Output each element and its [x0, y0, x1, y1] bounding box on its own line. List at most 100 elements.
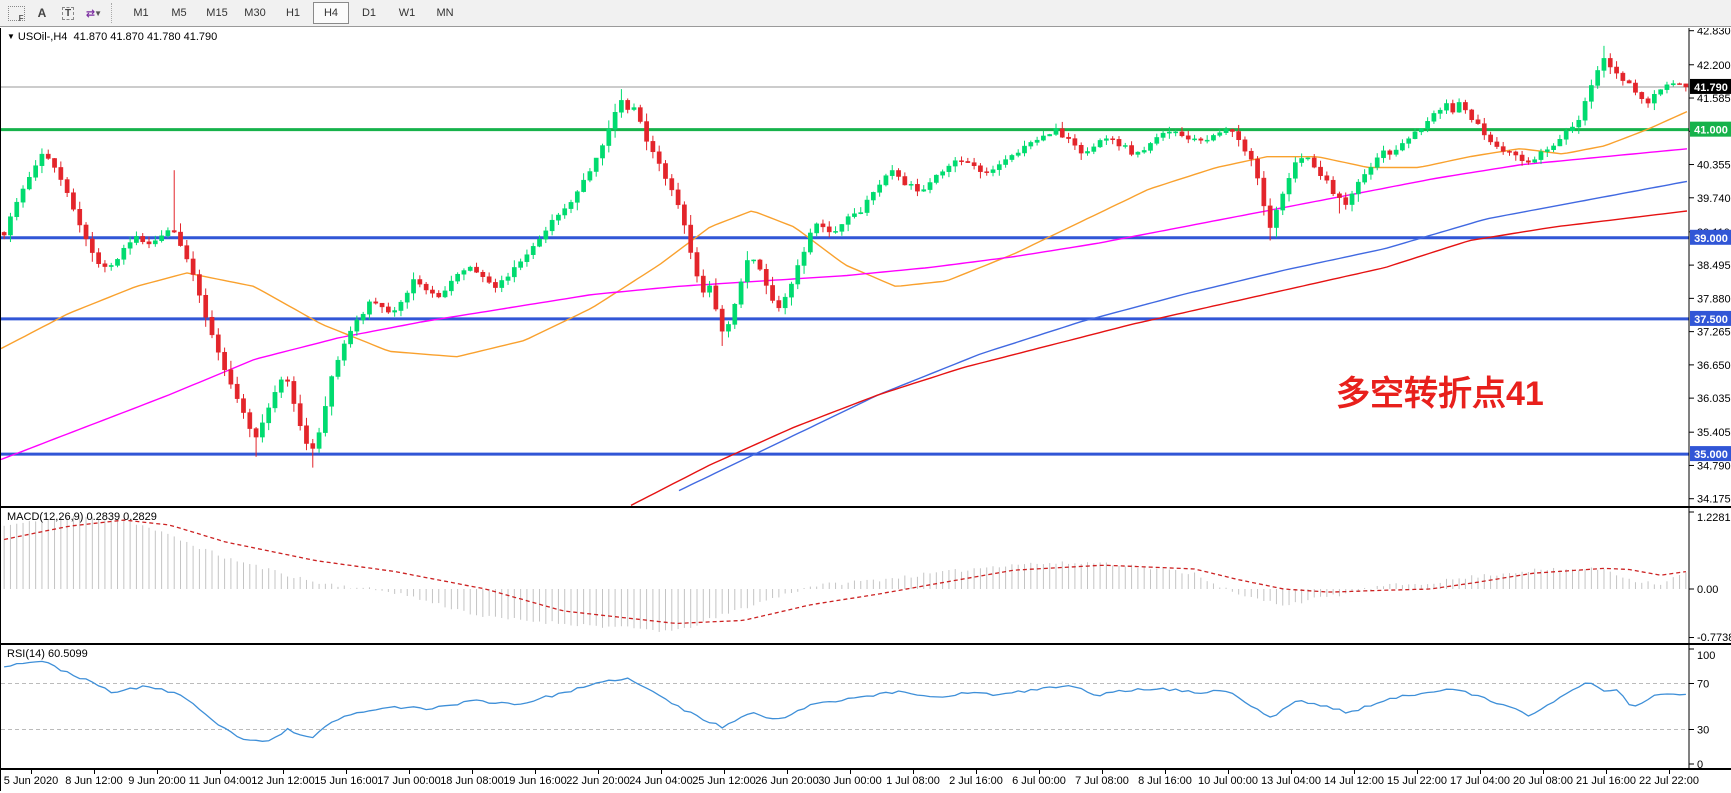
toolbar-separator — [111, 3, 118, 23]
time-tick — [157, 770, 158, 774]
svg-text:0: 0 — [1697, 759, 1703, 768]
time-label: 13 Jul 04:00 — [1261, 775, 1321, 787]
rsi-plot[interactable]: 100 70 30 0 — [1, 645, 1731, 768]
tf-button-H4[interactable]: H4 — [313, 2, 349, 24]
chart-annotation-text[interactable]: 多空转折点41 — [1336, 375, 1544, 413]
svg-text:37.500: 37.500 — [1694, 314, 1728, 326]
time-label: 11 Jun 04:00 — [188, 775, 252, 787]
time-tick — [472, 770, 473, 774]
svg-text:34.175: 34.175 — [1697, 494, 1731, 506]
svg-text:39.000: 39.000 — [1694, 233, 1728, 245]
svg-text:35.405: 35.405 — [1697, 427, 1731, 439]
time-label: 19 Jun 16:00 — [503, 775, 567, 787]
svg-text:37.880: 37.880 — [1697, 293, 1731, 305]
time-label: 9 Jun 20:00 — [128, 775, 186, 787]
arrow-style-icon[interactable]: ⇄ ▼ — [85, 7, 103, 20]
time-tick — [346, 770, 347, 774]
tf-button-W1[interactable]: W1 — [398, 7, 416, 19]
svg-text:41.585: 41.585 — [1697, 93, 1731, 105]
symbol-collapse-icon[interactable]: ▼ — [7, 32, 15, 41]
time-tick — [31, 770, 32, 774]
time-label: 22 Jun 20:00 — [566, 775, 630, 787]
svg-text:40.355: 40.355 — [1697, 160, 1731, 172]
svg-text:37.265: 37.265 — [1697, 327, 1731, 339]
svg-text:41.000: 41.000 — [1694, 125, 1728, 137]
time-tick — [1354, 770, 1355, 774]
text-label-icon[interactable]: T — [56, 3, 80, 24]
svg-text:36.035: 36.035 — [1697, 393, 1731, 405]
time-label: 24 Jun 04:00 — [629, 775, 693, 787]
time-tick — [1291, 770, 1292, 774]
time-tick — [724, 770, 725, 774]
time-tick — [409, 770, 410, 774]
time-label: 6 Jul 00:00 — [1012, 775, 1066, 787]
rsi-title: RSI(14) 60.5099 — [7, 648, 88, 660]
tf-button-M15[interactable]: M15 — [206, 7, 228, 19]
time-tick — [598, 770, 599, 774]
svg-text:38.495: 38.495 — [1697, 260, 1731, 272]
tf-button-MN[interactable]: MN — [436, 7, 454, 19]
time-label: 20 Jul 08:00 — [1513, 775, 1573, 787]
chart-area: 42.83042.20041.58540.97040.35539.74039.1… — [0, 28, 1731, 791]
time-tick — [661, 770, 662, 774]
time-label: 25 Jun 12:00 — [692, 775, 756, 787]
chart-toolbar: F A T ⇄ ▼ M1 M5 M15 M30 H1 H4 D1 W1 MN — [0, 0, 1731, 27]
svg-text:42.830: 42.830 — [1697, 28, 1731, 38]
time-tick — [1228, 770, 1229, 774]
tf-button-M30[interactable]: M30 — [244, 7, 266, 19]
svg-text:-0.7738: -0.7738 — [1697, 632, 1731, 643]
svg-text:39.740: 39.740 — [1697, 193, 1731, 205]
time-tick — [976, 770, 977, 774]
text-a-icon[interactable]: A — [37, 6, 47, 20]
tf-button-M1[interactable]: M1 — [133, 7, 149, 19]
rsi-panel[interactable]: 100 70 30 0 RSI(14) 60.5099 — [1, 645, 1731, 770]
time-label: 10 Jul 00:00 — [1198, 775, 1258, 787]
time-tick — [94, 770, 95, 774]
tf-button-H1[interactable]: H1 — [285, 7, 301, 19]
svg-text:1.2281: 1.2281 — [1697, 512, 1731, 524]
time-tick — [283, 770, 284, 774]
time-tick — [535, 770, 536, 774]
time-label: 12 Jun 12:00 — [251, 775, 315, 787]
time-label: 8 Jul 16:00 — [1138, 775, 1192, 787]
main-price-panel[interactable]: 42.83042.20041.58540.97040.35539.74039.1… — [1, 28, 1731, 508]
svg-text:100: 100 — [1697, 650, 1715, 662]
time-tick — [220, 770, 221, 774]
time-tick — [850, 770, 851, 774]
time-label: 15 Jun 16:00 — [314, 775, 378, 787]
svg-text:0.00: 0.00 — [1697, 584, 1718, 596]
chevron-down-icon[interactable]: ▼ — [94, 8, 103, 18]
svg-text:42.200: 42.200 — [1697, 60, 1731, 72]
time-axis[interactable]: 5 Jun 2020 8 Jun 12:00 9 Jun 20:00 11 Jun 0… — [1, 770, 1731, 791]
grid-f-icon[interactable]: F — [4, 3, 28, 24]
svg-text:34.790: 34.790 — [1697, 460, 1731, 472]
time-tick — [1480, 770, 1481, 774]
macd-panel[interactable]: 1.2281 0.00 -0.7738 MACD(12,26,9) 0.2839 0… — [1, 508, 1731, 645]
time-label: 22 Jul 22:00 — [1639, 775, 1699, 787]
svg-text:35.000: 35.000 — [1694, 449, 1728, 461]
time-label: 30 Jun 00:00 — [818, 775, 882, 787]
time-tick — [1102, 770, 1103, 774]
main-price-plot[interactable]: 42.83042.20041.58540.97040.35539.74039.1… — [1, 28, 1731, 506]
time-label: 2 Jul 16:00 — [949, 775, 1003, 787]
svg-text:70: 70 — [1697, 679, 1709, 691]
time-label: 26 Jun 20:00 — [755, 775, 819, 787]
tf-button-M5[interactable]: M5 — [171, 7, 187, 19]
time-tick — [1669, 770, 1670, 774]
time-tick — [787, 770, 788, 774]
time-tick — [1543, 770, 1544, 774]
svg-text:41.790: 41.790 — [1694, 82, 1728, 94]
svg-text:36.650: 36.650 — [1697, 360, 1731, 372]
time-label: 15 Jul 22:00 — [1387, 775, 1447, 787]
time-label: 18 Jun 08:00 — [440, 775, 504, 787]
time-tick — [1165, 770, 1166, 774]
macd-plot[interactable]: 1.2281 0.00 -0.7738 — [1, 508, 1731, 643]
macd-title: MACD(12,26,9) 0.2839 0.2829 — [7, 511, 157, 523]
time-label: 14 Jul 12:00 — [1324, 775, 1384, 787]
time-tick — [1417, 770, 1418, 774]
time-label: 21 Jul 16:00 — [1576, 775, 1636, 787]
time-label: 1 Jul 08:00 — [886, 775, 940, 787]
time-label: 17 Jun 00:00 — [377, 775, 441, 787]
tf-button-D1[interactable]: D1 — [361, 7, 377, 19]
